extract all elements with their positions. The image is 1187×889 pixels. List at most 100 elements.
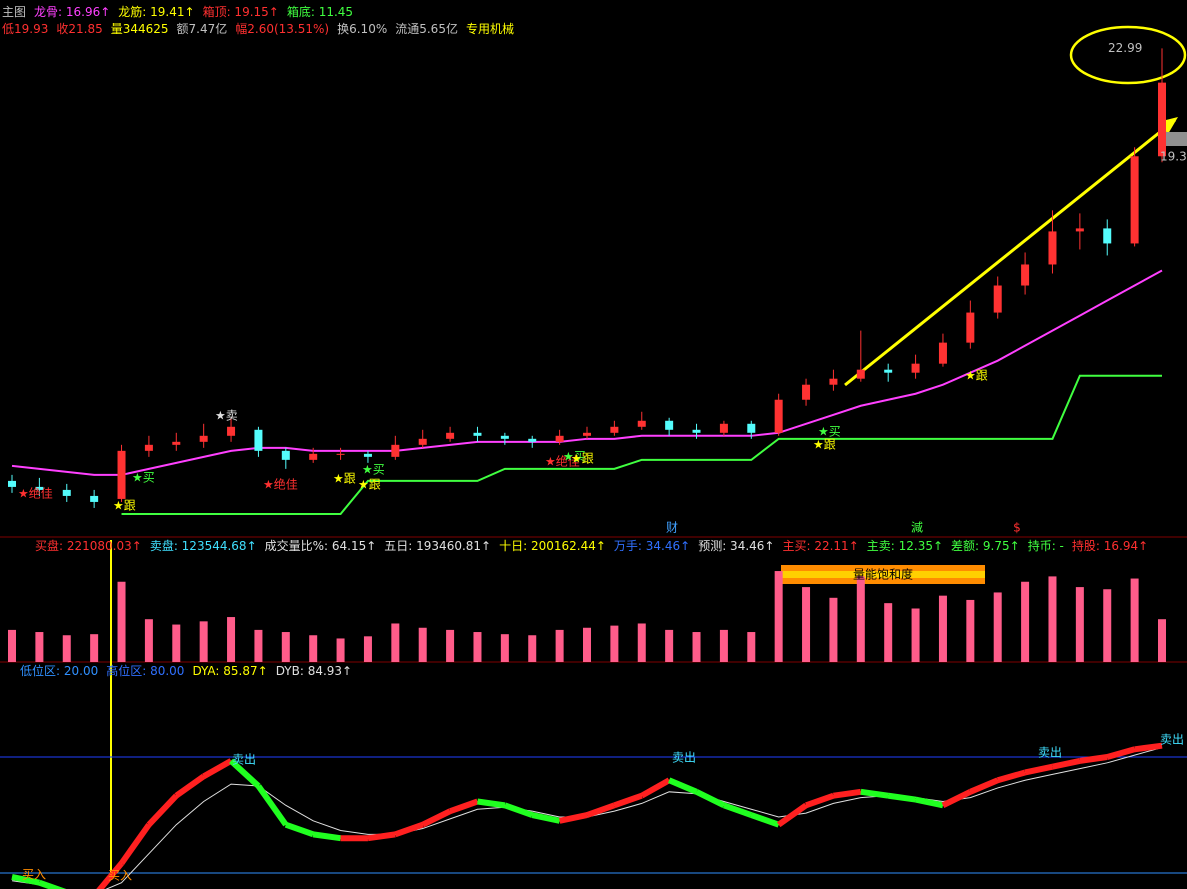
price-label: 22.99 bbox=[1108, 41, 1142, 55]
candle-body bbox=[528, 438, 537, 442]
signal-label: ★绝佳 bbox=[18, 486, 53, 501]
header-item: 低19.93 bbox=[2, 22, 49, 36]
volume-bar bbox=[254, 629, 263, 662]
dya-segment bbox=[1051, 757, 1081, 770]
candle-body bbox=[90, 495, 99, 502]
header-item: 低位区: 20.00 bbox=[20, 664, 99, 678]
candle-body bbox=[35, 486, 44, 490]
dya-segment bbox=[640, 777, 671, 799]
header-item: 流通5.65亿 bbox=[395, 22, 458, 36]
candle-body bbox=[993, 285, 1002, 313]
indicator-signal: 卖出 bbox=[672, 751, 696, 765]
candle-body bbox=[172, 441, 181, 445]
volume-bar bbox=[1048, 576, 1057, 662]
signal-label: ★绝佳 bbox=[545, 454, 580, 469]
header-item: 主买: 22.11↑ bbox=[782, 539, 859, 553]
volume-bar bbox=[774, 571, 783, 662]
signal-label: ★跟 bbox=[113, 499, 136, 513]
header-item: 龙骨: 16.96↑ bbox=[34, 5, 111, 19]
volume-bar bbox=[747, 632, 756, 662]
candle-body bbox=[227, 426, 236, 436]
dya-segment bbox=[367, 831, 396, 842]
volume-bar bbox=[884, 603, 893, 662]
indicator-header: 低位区: 20.00 高位区: 80.00 DYA: 85.87↑ DYB: 84.9… bbox=[20, 664, 352, 678]
volume-bar bbox=[446, 629, 455, 662]
volume-bar bbox=[966, 599, 975, 662]
volume-bar bbox=[829, 597, 838, 662]
candle-body bbox=[309, 453, 318, 460]
volume-bar bbox=[692, 632, 701, 662]
candle-body bbox=[254, 429, 263, 451]
candle-body bbox=[473, 432, 482, 436]
signal-label: ★跟 bbox=[813, 438, 836, 452]
candle-body bbox=[829, 378, 838, 385]
signal-label: ★买 bbox=[563, 450, 586, 464]
volume-bar bbox=[911, 608, 920, 662]
volume-bar bbox=[1103, 589, 1112, 662]
dya-segment bbox=[1134, 742, 1163, 753]
candle-body bbox=[555, 435, 564, 442]
candle-body bbox=[856, 369, 865, 379]
event-marker: 财 bbox=[666, 521, 678, 535]
header-item: 高位区: 80.00 bbox=[106, 664, 185, 678]
volume-bar bbox=[62, 635, 71, 662]
candle-body bbox=[747, 423, 756, 433]
dya-segment bbox=[1106, 746, 1136, 760]
signal-label: ★买 bbox=[818, 425, 841, 439]
candle-body bbox=[719, 423, 728, 433]
dya-segment bbox=[996, 769, 1026, 784]
dya-segment bbox=[531, 812, 561, 824]
candle-body bbox=[144, 444, 153, 451]
dya-segment bbox=[229, 758, 261, 789]
candle-body bbox=[391, 444, 400, 457]
dya-segment bbox=[1024, 763, 1054, 776]
dya-segment bbox=[284, 821, 315, 838]
volume-bar bbox=[117, 581, 126, 662]
signal-label: ★跟 bbox=[571, 452, 594, 466]
candle-body bbox=[62, 489, 71, 496]
header-item: 换6.10% bbox=[337, 22, 388, 36]
dya-segment bbox=[941, 789, 972, 809]
indicator-signal: 买入 bbox=[22, 868, 46, 882]
dya-segment bbox=[11, 873, 41, 886]
header-item: 专用机械 bbox=[465, 22, 514, 36]
volume-bar bbox=[665, 629, 674, 662]
header-row: 主图 龙骨: 16.96↑ 龙筋: 19.41↑ 箱顶: 19.15↑ 箱底: 11.4… bbox=[2, 5, 353, 19]
volume-bar bbox=[418, 627, 427, 662]
band-line bbox=[11, 269, 1163, 476]
candle-body bbox=[637, 420, 646, 427]
candle-body bbox=[281, 450, 290, 460]
header-item: 万手: 34.46↑ bbox=[613, 539, 691, 553]
dya-segment bbox=[833, 788, 862, 799]
candle-body bbox=[446, 432, 455, 439]
candle-body bbox=[583, 432, 591, 436]
indicator-signal: 卖出 bbox=[1160, 733, 1184, 747]
dya-segment bbox=[312, 831, 341, 842]
saturation-label: 量能饱和度 bbox=[853, 567, 913, 582]
dya-segment bbox=[202, 758, 233, 779]
dya-segment bbox=[96, 861, 124, 889]
header-item: 持股: 16.94↑ bbox=[1071, 539, 1149, 553]
header-item: 额7.47亿 bbox=[176, 22, 228, 36]
candle-body bbox=[1075, 228, 1084, 232]
volume-bar bbox=[144, 619, 153, 662]
dya-segment bbox=[558, 812, 588, 824]
indicator-signal: 卖出 bbox=[232, 753, 256, 767]
volume-bar bbox=[500, 634, 509, 662]
header-item: 差额: 9.75↑ bbox=[951, 539, 1020, 553]
header-item: 箱顶: 19.15↑ bbox=[202, 5, 279, 19]
signal-label: ★绝佳 bbox=[263, 477, 298, 492]
header-item: 主卖: 12.35↑ bbox=[866, 539, 944, 553]
candle-body bbox=[336, 453, 345, 455]
dya-segment bbox=[586, 802, 616, 818]
header-item: 五日: 193460.81↑ bbox=[384, 539, 492, 553]
dya-segment bbox=[750, 812, 780, 828]
dya-segment bbox=[860, 788, 889, 799]
volume-bar bbox=[802, 587, 811, 662]
candle-body bbox=[1048, 231, 1057, 265]
trend-arrow bbox=[844, 118, 1176, 387]
dya-segment bbox=[174, 773, 206, 799]
dya-segment bbox=[776, 802, 808, 828]
candle-body bbox=[884, 369, 893, 373]
